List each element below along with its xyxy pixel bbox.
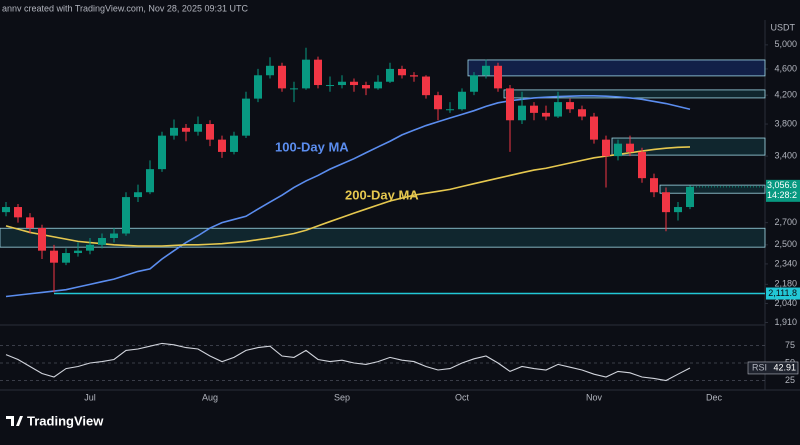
candle-body <box>458 91 466 110</box>
candle-body <box>482 65 490 76</box>
rsi-tick-label: 25 <box>785 375 795 385</box>
candle-body <box>182 127 190 132</box>
candle-body <box>506 88 514 121</box>
last-price-label: 3,056.6 <box>767 180 797 190</box>
candle-body <box>662 192 670 213</box>
candle-body <box>530 105 538 113</box>
y-tick-label: 2,180 <box>774 279 797 289</box>
moving-average-line <box>5 95 691 298</box>
candle-body <box>158 135 166 170</box>
countdown: 14:28:2 <box>767 190 797 200</box>
candle-body <box>338 81 346 86</box>
candle-body <box>578 109 586 117</box>
candle-body <box>254 75 262 99</box>
brand: TradingView <box>27 413 104 428</box>
currency: USDT <box>771 22 796 32</box>
y-tick-label: 3,400 <box>774 151 797 161</box>
x-tick-label: Dec <box>706 392 723 402</box>
last-price-box <box>766 179 800 202</box>
candle-body <box>410 75 418 77</box>
brand-logo: TradingView <box>6 413 104 428</box>
rsi-value-label: 42.91 <box>773 362 796 372</box>
candle-body <box>674 207 682 213</box>
candle-body <box>434 95 442 110</box>
candle-body <box>2 207 10 213</box>
candle-body <box>110 233 118 238</box>
candle-body <box>266 65 274 76</box>
candle-body <box>554 102 562 117</box>
candle-body <box>122 197 130 234</box>
candle-body <box>518 105 526 121</box>
candle-body <box>62 253 70 263</box>
y-tick-label: 2,700 <box>774 217 797 227</box>
candle-body <box>230 135 238 152</box>
x-tick-label: Aug <box>202 392 218 402</box>
candle-body <box>314 59 322 86</box>
y-tick-label: 2,500 <box>774 239 797 249</box>
candle-body <box>686 186 694 208</box>
candle-body <box>38 228 46 251</box>
candle-body <box>50 250 58 263</box>
candle-body <box>302 59 310 89</box>
candle-body <box>470 75 478 92</box>
candle-body <box>386 68 394 82</box>
y-tick-label: 1,910 <box>774 317 797 327</box>
x-tick-label: Jul <box>84 392 96 402</box>
ma-annotation: 200-Day MA <box>345 187 419 202</box>
x-tick-label: Nov <box>586 392 603 402</box>
candle-body <box>26 217 34 229</box>
candle-body <box>74 250 82 254</box>
price-zone <box>659 184 766 194</box>
candle-body <box>494 65 502 89</box>
candle-body <box>398 68 406 76</box>
candle-body <box>350 81 358 86</box>
candle-body <box>170 127 178 136</box>
candle-body <box>446 109 454 111</box>
candle-body <box>146 169 154 193</box>
y-tick-label: 2,040 <box>774 298 797 308</box>
rsi-tick-label: 75 <box>785 340 795 350</box>
candle-body <box>218 139 226 152</box>
price-zone <box>0 227 766 248</box>
x-tick-label: Sep <box>334 392 350 402</box>
y-tick-label: 4,600 <box>774 63 797 73</box>
ma-annotation: 100-Day MA <box>275 139 349 154</box>
candle-body <box>566 102 574 110</box>
candle-body <box>422 76 430 96</box>
level-label: 2,111.8 <box>768 288 797 298</box>
candle-body <box>374 81 382 89</box>
candle-body <box>362 85 370 89</box>
rsi-line <box>5 342 691 382</box>
candle-body <box>278 65 286 89</box>
y-tick-label: 4,200 <box>774 90 797 100</box>
candle-body <box>86 244 94 251</box>
moving-average-line <box>5 146 691 247</box>
x-tick-label: Oct <box>455 392 470 402</box>
candle-body <box>542 112 550 117</box>
candle-body <box>638 151 646 179</box>
price-zone <box>467 59 766 77</box>
y-tick-label: 3,800 <box>774 118 797 128</box>
y-tick-label: 5,000 <box>774 39 797 49</box>
candle-body <box>614 143 622 157</box>
candle-body <box>602 139 610 157</box>
candle-body <box>290 88 298 90</box>
logo-icon <box>6 416 23 426</box>
candle-body <box>14 207 22 218</box>
candle-body <box>98 237 106 245</box>
y-tick-label: 2,340 <box>774 258 797 268</box>
candle-body <box>134 192 142 198</box>
level-label-box <box>766 287 800 300</box>
rsi-label-box <box>747 361 799 375</box>
candle-body <box>650 178 658 193</box>
watermark: annv created with TradingView.com, Nov 2… <box>2 3 248 13</box>
candle-body <box>626 143 634 152</box>
candle-body <box>326 85 334 87</box>
candle-body <box>242 98 250 136</box>
candle-body <box>206 124 214 140</box>
candle-body <box>194 124 202 132</box>
rsi-name: RSI <box>752 362 767 372</box>
candle-body <box>590 116 598 140</box>
